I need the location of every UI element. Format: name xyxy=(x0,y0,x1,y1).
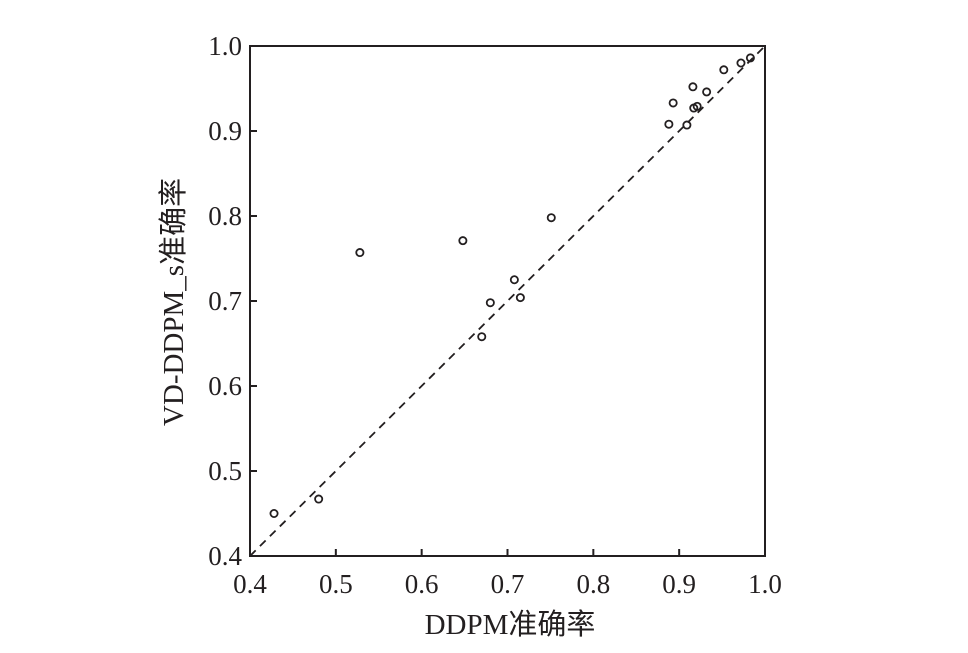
y-tick-label: 1.0 xyxy=(208,31,242,61)
y-tick-label: 0.7 xyxy=(208,286,242,316)
data-point xyxy=(682,120,692,130)
y-axis: 0.4 0.5 0.6 0.7 0.8 0.9 1.0 xyxy=(208,31,257,571)
x-axis-title: DDPM准确率 xyxy=(425,608,596,641)
x-tick-label: 0.8 xyxy=(576,569,610,599)
plot-area xyxy=(249,45,766,557)
data-point xyxy=(515,293,525,303)
data-point xyxy=(509,275,519,285)
data-point xyxy=(692,101,702,111)
x-tick-label: 0.4 xyxy=(233,569,267,599)
data-point xyxy=(688,82,698,92)
data-point xyxy=(668,98,678,108)
data-point xyxy=(745,53,755,63)
data-point xyxy=(736,58,746,68)
data-point xyxy=(664,119,674,129)
x-tick-label: 1.0 xyxy=(748,569,782,599)
x-axis: 0.4 0.5 0.6 0.7 0.8 0.9 1.0 xyxy=(233,549,782,599)
data-point xyxy=(355,248,365,258)
data-point xyxy=(458,236,468,246)
y-tick-label: 0.8 xyxy=(208,201,242,231)
x-tick-label: 0.9 xyxy=(662,569,696,599)
x-tick-label: 0.5 xyxy=(319,569,353,599)
data-point xyxy=(485,298,495,308)
data-point xyxy=(269,508,279,518)
data-point xyxy=(546,213,556,223)
y-tick-label: 0.6 xyxy=(208,371,242,401)
y-tick-label: 0.9 xyxy=(208,116,242,146)
y-tick-label: 0.4 xyxy=(208,541,242,571)
x-tick-label: 0.7 xyxy=(491,569,525,599)
data-point xyxy=(314,494,324,504)
y-axis-title: VD-DDPM_s准确率 xyxy=(157,178,190,426)
data-point xyxy=(477,332,487,342)
x-tick-label: 0.6 xyxy=(405,569,439,599)
reference-line xyxy=(249,45,766,557)
data-point xyxy=(719,65,729,75)
y-tick-label: 0.5 xyxy=(208,456,242,486)
data-point xyxy=(702,87,712,97)
